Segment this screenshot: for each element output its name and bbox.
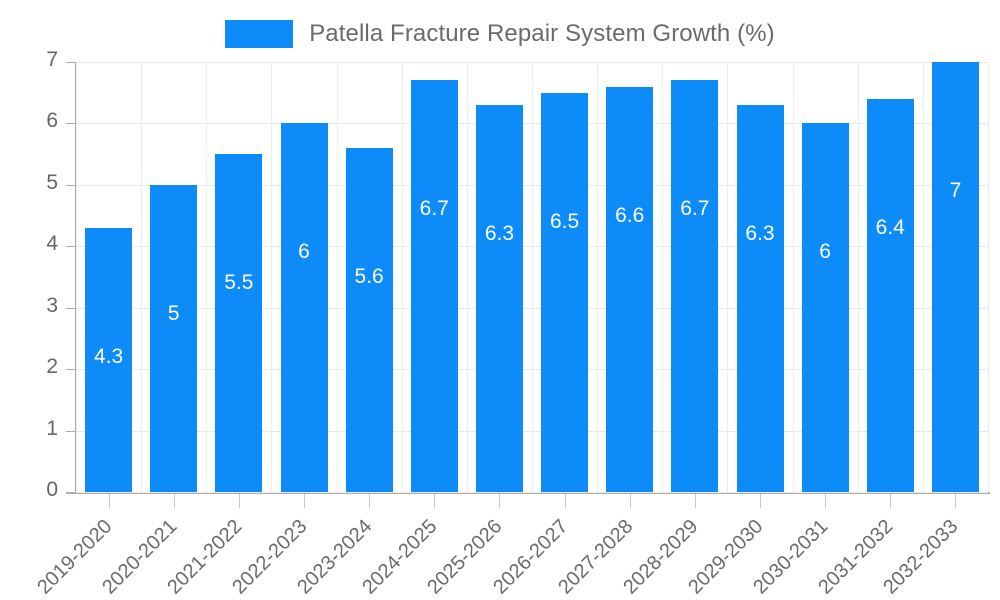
x-tick-mark: [955, 494, 956, 508]
x-tick-mark: [630, 494, 631, 508]
y-tick-mark: [66, 369, 76, 371]
gridline-vertical: [858, 62, 859, 492]
bar[interactable]: [410, 80, 458, 492]
bar[interactable]: [280, 123, 328, 492]
x-axis-line: [66, 492, 990, 494]
y-axis-tick-label: 7: [46, 48, 58, 71]
x-tick-mark: [434, 494, 435, 508]
x-tick-mark: [695, 494, 696, 508]
x-tick-mark: [825, 494, 826, 508]
y-axis-tick-label: 2: [46, 355, 58, 379]
y-tick-mark: [66, 307, 76, 309]
gridline-vertical: [76, 62, 77, 492]
x-tick-mark: [565, 494, 566, 508]
bar[interactable]: [215, 154, 263, 492]
y-tick-mark: [66, 246, 76, 248]
legend-color-swatch: [225, 20, 294, 48]
y-axis-tick-label: 1: [46, 416, 58, 440]
gridline-vertical: [727, 62, 728, 492]
x-tick-mark: [304, 494, 305, 508]
y-axis-tick-label: 5: [46, 170, 58, 194]
gridline-vertical: [271, 62, 272, 492]
x-tick-mark: [239, 494, 240, 508]
chart-legend: Patella Fracture Repair System Growth (%…: [0, 14, 1000, 54]
x-tick-mark: [109, 494, 110, 508]
y-axis-tick-label: 6: [46, 109, 58, 133]
bar[interactable]: [736, 105, 784, 492]
gridline-vertical: [662, 62, 663, 492]
gridline-vertical: [141, 62, 142, 492]
plot-area: 4.3 5 5.5 6 5.6 6.7 6.3 6.5 6.6 6.7 6.3 6 6.4 7: [76, 62, 989, 493]
gridline-vertical: [923, 62, 924, 492]
y-axis-tick-label: 3: [46, 293, 58, 317]
bar[interactable]: [345, 148, 393, 492]
gridline-horizontal: [76, 492, 988, 493]
gridline-vertical: [206, 62, 207, 492]
y-tick-mark: [66, 62, 76, 63]
gridline-vertical: [467, 62, 468, 492]
y-tick-mark: [66, 123, 76, 125]
bar[interactable]: [866, 98, 914, 492]
gridline-vertical: [793, 62, 794, 492]
gridline-vertical: [337, 62, 338, 492]
y-tick-mark: [66, 492, 76, 493]
bar[interactable]: [541, 92, 589, 492]
bar[interactable]: [606, 86, 654, 492]
x-tick-mark: [369, 494, 370, 508]
x-tick-mark: [174, 494, 175, 508]
gridline-vertical: [532, 62, 533, 492]
gridline-vertical: [597, 62, 598, 492]
x-tick-mark: [760, 494, 761, 508]
y-tick-mark: [66, 430, 76, 432]
y-tick-mark: [66, 184, 76, 186]
gridline-vertical: [988, 62, 989, 492]
bar[interactable]: [150, 184, 198, 492]
y-axis-tick-label: 4: [46, 232, 58, 256]
x-tick-mark: [890, 494, 891, 508]
y-axis-tick-label: 0: [46, 478, 58, 501]
bar[interactable]: [85, 227, 133, 492]
bar[interactable]: [931, 62, 979, 492]
bar[interactable]: [475, 105, 523, 492]
bar[interactable]: [671, 80, 719, 492]
x-tick-mark: [499, 494, 500, 508]
legend-label: Patella Fracture Repair System Growth (%…: [309, 20, 775, 47]
bar[interactable]: [801, 123, 849, 492]
gridline-vertical: [402, 62, 403, 492]
